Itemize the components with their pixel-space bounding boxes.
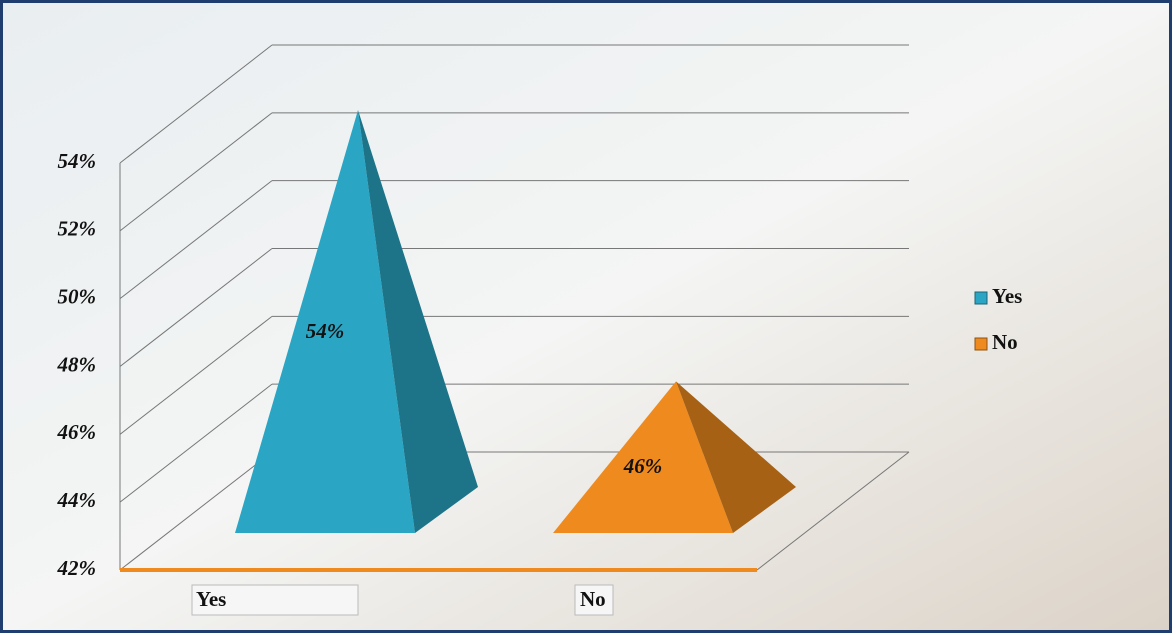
legend-swatch	[974, 291, 988, 305]
grid-line	[119, 248, 273, 367]
pyramid-face	[676, 381, 796, 533]
value-label: 54%	[306, 319, 345, 343]
y-tick-label: 54%	[58, 149, 97, 173]
pyramid-face	[235, 110, 415, 533]
legend-label: Yes	[992, 284, 1022, 308]
category-box	[191, 584, 359, 616]
y-tick-label: 44%	[57, 488, 97, 512]
grid-line	[119, 112, 273, 232]
grid-line	[119, 383, 273, 503]
y-tick-label: 42%	[57, 556, 97, 580]
y-tick-label: 48%	[57, 352, 97, 376]
y-tick-label: 46%	[57, 420, 97, 444]
x-tick-label: Yes	[196, 587, 226, 611]
legend-swatch	[974, 337, 988, 351]
grid-line	[119, 315, 273, 435]
floor-edge	[756, 451, 910, 571]
category-box	[574, 584, 614, 616]
pyramid-face	[553, 381, 733, 533]
pyramid-face	[358, 110, 478, 533]
y-tick-label: 50%	[58, 284, 97, 308]
value-label: 46%	[623, 454, 663, 478]
grid-line	[119, 451, 273, 571]
y-tick-label: 52%	[58, 217, 97, 241]
legend-label: No	[992, 330, 1018, 354]
grid-line	[119, 44, 273, 164]
grid-line	[119, 180, 273, 300]
x-tick-label: No	[580, 587, 606, 611]
